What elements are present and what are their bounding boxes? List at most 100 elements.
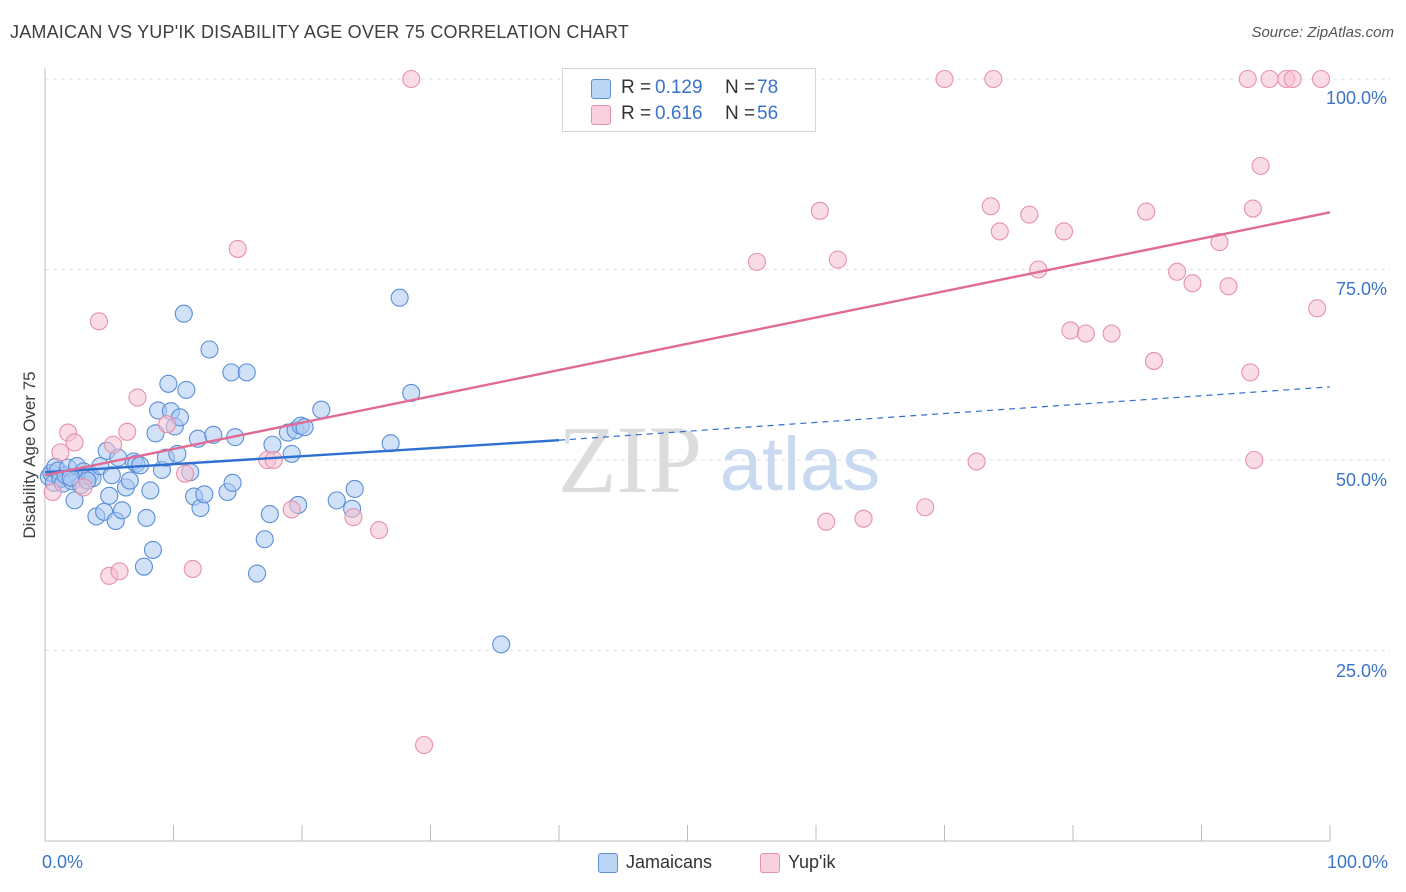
jamaicans-swatch	[598, 853, 618, 873]
yupik-point	[110, 562, 129, 581]
jamaicans-point	[100, 486, 119, 505]
yupik-trend-line	[44, 211, 1331, 477]
jamaicans-trend-line	[44, 438, 560, 474]
watermark-zip: ZIP	[558, 406, 702, 513]
jamaicans-point	[120, 471, 139, 490]
yupik-point	[228, 239, 247, 258]
n-label: N =	[725, 103, 756, 124]
yupik-point	[1245, 450, 1264, 470]
yupik-point	[990, 222, 1009, 241]
jamaicans-point	[247, 564, 267, 583]
jamaicans-point	[134, 557, 153, 576]
jamaicans-point	[492, 635, 511, 654]
legend-row-yupik: R = 0.616 N = 56	[563, 101, 815, 127]
yupik-point	[282, 500, 301, 519]
yupik-point	[1283, 69, 1302, 89]
r-label: R =	[621, 77, 652, 98]
jamaicans-point	[137, 508, 156, 527]
jamaicans-point	[159, 374, 178, 393]
jamaicans-point	[174, 304, 193, 323]
yupik-point	[817, 512, 836, 531]
yupik-swatch	[760, 853, 780, 873]
jamaicans-point	[65, 491, 84, 510]
jamaicans-point	[143, 540, 162, 559]
yupik-r-value: 0.616	[655, 103, 703, 124]
yupik-point	[916, 498, 935, 517]
yupik-point	[1260, 69, 1279, 89]
yupik-point	[43, 482, 62, 502]
jamaicans-point	[141, 481, 160, 500]
yupik-swatch	[591, 105, 611, 125]
yupik-point	[1210, 233, 1229, 252]
yupik-point	[176, 464, 195, 483]
jamaicans-point	[255, 530, 274, 549]
y-tick-label-25: 25.0%	[1336, 661, 1388, 681]
jamaicans-n-value: 78	[757, 77, 779, 98]
jamaicans-point	[345, 479, 364, 499]
yupik-point	[747, 252, 766, 271]
stats-legend: R = 0.129 N = 78 R = 0.616 N = 56	[562, 68, 816, 132]
yupik-point	[104, 435, 123, 454]
yupik-point	[118, 422, 137, 441]
yupik-point	[967, 452, 986, 471]
jamaicans-label: Jamaicans	[626, 852, 713, 872]
yupik-point	[1029, 260, 1048, 279]
jamaicans-point	[223, 473, 242, 492]
yupik-point	[344, 508, 363, 527]
yupik-point	[981, 197, 1000, 216]
n-label: N =	[725, 77, 756, 98]
yupik-point	[1020, 205, 1039, 224]
jamaicans-point	[237, 363, 256, 382]
yupik-point	[1243, 199, 1262, 218]
yupik-point	[854, 509, 873, 528]
yupik-point	[1054, 222, 1074, 241]
jamaicans-point	[390, 288, 409, 307]
jamaicans-point	[177, 380, 196, 399]
yupik-point	[158, 415, 177, 434]
y-tick-label-100: 100.0%	[1326, 88, 1388, 108]
yupik-label: Yup'ik	[788, 852, 836, 872]
watermark: ZIP atlas	[558, 406, 880, 513]
yupik-point	[1311, 69, 1331, 89]
watermark-atlas: atlas	[720, 422, 881, 507]
chart-title: JAMAICAN VS YUP'IK DISABILITY AGE OVER 7…	[10, 22, 630, 42]
yupik-point	[1241, 363, 1260, 382]
yupik-point	[128, 388, 147, 407]
yupik-point	[74, 478, 93, 497]
yupik-point	[828, 250, 847, 269]
yupik-point	[1238, 69, 1257, 89]
yupik-point	[1308, 299, 1327, 318]
jamaicans-r-value: 0.129	[655, 77, 703, 98]
yupik-point	[1137, 202, 1156, 221]
jamaicans-point	[260, 505, 279, 524]
jamaicans-point	[200, 340, 219, 359]
yupik-point	[89, 312, 109, 331]
yupik-point	[65, 433, 84, 452]
yupik-n-value: 56	[757, 103, 779, 124]
yupik-point	[984, 69, 1003, 89]
jamaicans-point	[282, 444, 301, 463]
y-tick-label-75: 75.0%	[1336, 279, 1388, 299]
r-label: R =	[621, 103, 652, 124]
axes	[44, 68, 1331, 842]
yupik-point	[183, 559, 202, 579]
yupik-point	[1168, 262, 1187, 281]
jamaicans-point	[263, 435, 282, 454]
jamaicans-point	[312, 400, 331, 419]
y-tick-label-50: 50.0%	[1336, 470, 1388, 490]
jamaicans-point	[222, 363, 241, 382]
yupik-point	[1219, 277, 1238, 296]
jamaicans-point	[102, 466, 121, 485]
yupik-point	[415, 735, 434, 755]
yupik-point	[1102, 324, 1121, 343]
yupik-point	[370, 521, 389, 540]
jamaicans-trend-line-projection	[558, 386, 1331, 441]
yupik-point	[264, 450, 283, 470]
source-label: Source: ZipAtlas.com	[1251, 24, 1394, 41]
yupik-point	[1251, 156, 1270, 175]
yupik-points	[43, 69, 1331, 755]
yupik-point	[51, 443, 70, 462]
yupik-point	[935, 69, 954, 89]
x-tick-label-max: 100.0%	[1327, 852, 1389, 872]
